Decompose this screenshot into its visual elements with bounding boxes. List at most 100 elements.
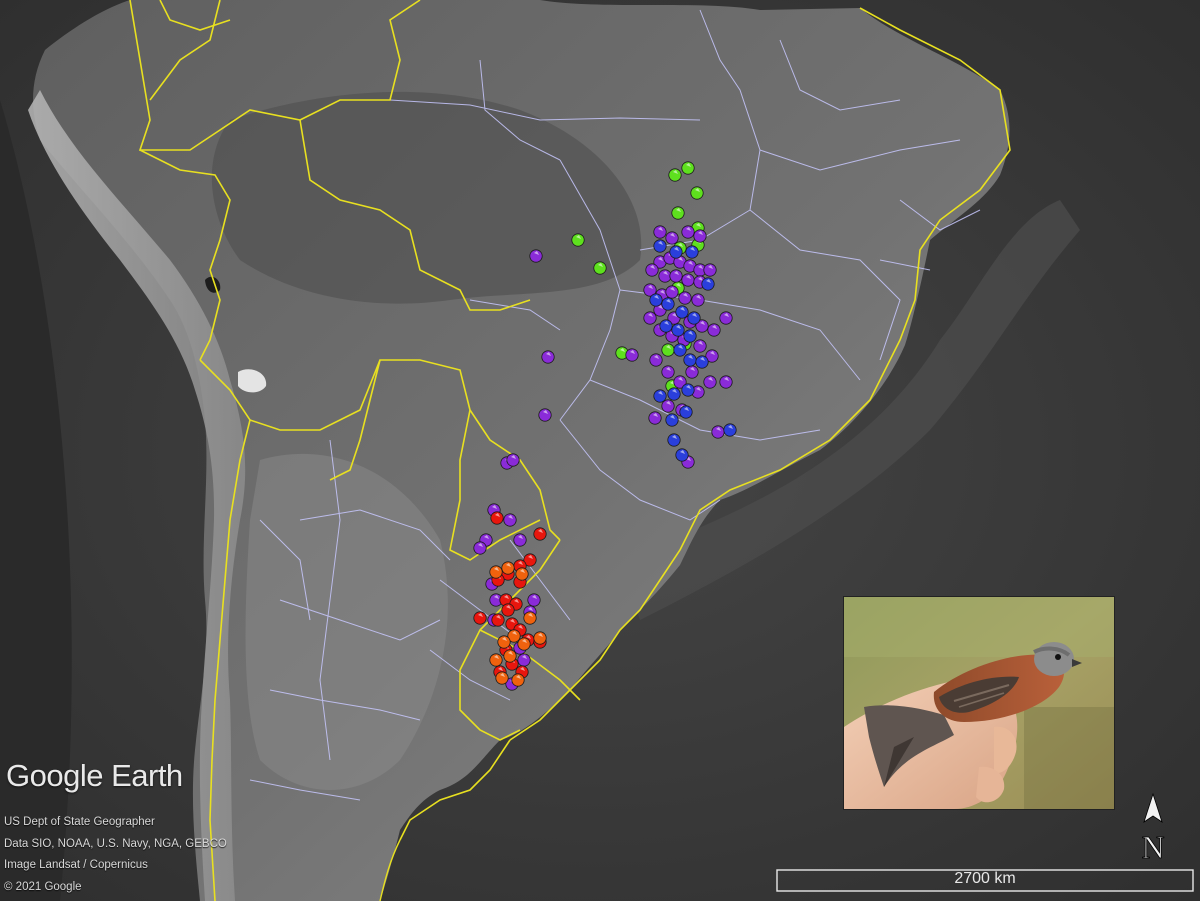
purple-point-highlight: [546, 352, 551, 356]
red-point-highlight: [510, 619, 515, 623]
purple-point-highlight: [663, 271, 668, 275]
blue-point-highlight: [672, 389, 677, 393]
state-borders: [249, 9, 981, 801]
orange-point-highlight: [494, 655, 499, 659]
orange-point-highlight: [508, 651, 513, 655]
purple-sample-point: [703, 263, 717, 277]
purple-point-highlight: [532, 595, 537, 599]
credit-line: Image Landsat / Copernicus: [4, 859, 148, 871]
salt-flat: [238, 369, 267, 393]
purple-point-highlight: [522, 655, 527, 659]
green-point-highlight: [676, 208, 681, 212]
purple-sample-point: [681, 225, 695, 239]
red-point-highlight: [496, 615, 501, 619]
purple-point-highlight: [724, 313, 729, 317]
orange-sample-point: [503, 649, 517, 663]
purple-point-highlight: [690, 367, 695, 371]
blue-point-highlight: [688, 355, 693, 359]
purple-point-highlight: [700, 321, 705, 325]
purple-sample-point: [473, 541, 487, 555]
purple-point-highlight: [666, 401, 671, 405]
purple-sample-point: [506, 453, 520, 467]
purple-point-highlight: [650, 265, 655, 269]
blue-sample-point: [661, 297, 675, 311]
purple-point-highlight: [686, 457, 691, 461]
orange-sample-point: [533, 631, 547, 645]
purple-point-highlight: [543, 410, 548, 414]
orange-point-highlight: [516, 675, 521, 679]
purple-sample-point: [665, 231, 679, 245]
green-point-highlight: [676, 283, 681, 287]
purple-sample-point: [693, 339, 707, 353]
red-sample-point: [490, 511, 504, 525]
purple-point-highlight: [658, 227, 663, 231]
blue-point-highlight: [670, 415, 675, 419]
blue-sample-point: [667, 387, 681, 401]
green-sample-point: [668, 168, 682, 182]
google-earth-logo: Google Earth: [6, 758, 183, 793]
blue-sample-point: [659, 319, 673, 333]
blue-sample-point: [687, 311, 701, 325]
purple-sample-point: [645, 263, 659, 277]
sample-points: [473, 161, 737, 691]
red-point-highlight: [478, 613, 483, 617]
blue-point-highlight: [658, 391, 663, 395]
blue-point-highlight: [672, 435, 677, 439]
green-point-highlight: [686, 163, 691, 167]
purple-sample-point: [665, 285, 679, 299]
green-point-highlight: [695, 188, 700, 192]
purple-point-highlight: [696, 387, 701, 391]
green-point-highlight: [598, 263, 603, 267]
orange-sample-point: [523, 611, 537, 625]
purple-point-highlight: [686, 275, 691, 279]
red-sample-point: [501, 603, 515, 617]
purple-sample-point: [527, 593, 541, 607]
blue-sample-point: [671, 323, 685, 337]
purple-point-highlight: [654, 355, 659, 359]
purple-point-highlight: [534, 251, 539, 255]
purple-sample-point: [649, 353, 663, 367]
purple-point-highlight: [678, 257, 683, 261]
compass-label: N: [1141, 829, 1164, 862]
orange-sample-point: [497, 635, 511, 649]
blue-point-highlight: [674, 247, 679, 251]
orange-point-highlight: [520, 569, 525, 573]
map-credits: US Dept of State Geographer Data SIO, NO…: [4, 812, 227, 898]
scale-label: 2700 km: [954, 870, 1016, 887]
orange-point-highlight: [538, 633, 543, 637]
purple-point-highlight: [492, 505, 497, 509]
purple-point-highlight: [658, 257, 663, 261]
purple-sample-point: [541, 350, 555, 364]
blue-sample-point: [669, 245, 683, 259]
andes-mountains: [28, 90, 246, 901]
purple-sample-point: [719, 375, 733, 389]
red-sample-point: [523, 553, 537, 567]
purple-point-highlight: [670, 287, 675, 291]
blue-point-highlight: [678, 345, 683, 349]
credit-line: © 2021 Google: [4, 880, 82, 893]
purple-sample-point: [669, 269, 683, 283]
purple-point-highlight: [478, 543, 483, 547]
red-sample-point: [491, 613, 505, 627]
purple-sample-point: [658, 269, 672, 283]
orange-sample-point: [511, 673, 525, 687]
purple-sample-point: [703, 375, 717, 389]
blue-point-highlight: [654, 295, 659, 299]
purple-sample-point: [678, 291, 692, 305]
purple-point-highlight: [688, 261, 693, 265]
north-arrow-icon: N: [1141, 792, 1165, 862]
purple-point-highlight: [484, 535, 489, 539]
blue-point-highlight: [658, 241, 663, 245]
blue-sample-point: [681, 383, 695, 397]
purple-sample-point: [653, 225, 667, 239]
purple-point-highlight: [724, 377, 729, 381]
orange-point-highlight: [494, 567, 499, 571]
blue-point-highlight: [680, 307, 685, 311]
red-point-highlight: [520, 667, 525, 671]
purple-point-highlight: [678, 377, 683, 381]
blue-sample-point: [679, 405, 693, 419]
blue-sample-point: [653, 239, 667, 253]
purple-point-highlight: [698, 265, 703, 269]
